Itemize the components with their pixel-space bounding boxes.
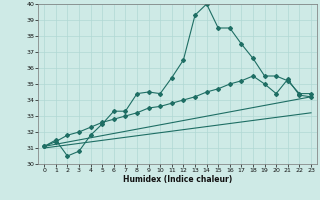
X-axis label: Humidex (Indice chaleur): Humidex (Indice chaleur) [123, 175, 232, 184]
